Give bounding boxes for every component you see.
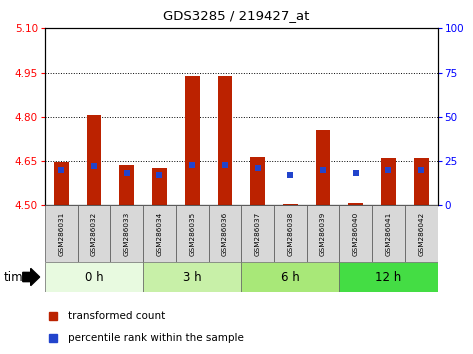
Point — [254, 165, 262, 171]
Bar — [176, 205, 209, 262]
Point — [287, 172, 294, 178]
Point — [352, 171, 359, 176]
Bar — [283, 204, 298, 205]
Point — [188, 162, 196, 167]
Bar — [315, 130, 330, 205]
Bar — [405, 205, 438, 262]
Bar — [307, 205, 340, 262]
Point — [90, 164, 98, 169]
Bar — [110, 205, 143, 262]
Point — [123, 171, 131, 176]
Bar — [381, 158, 396, 205]
Text: 3 h: 3 h — [183, 270, 201, 284]
Text: GSM286035: GSM286035 — [189, 211, 195, 256]
Text: 12 h: 12 h — [376, 270, 402, 284]
Text: GSM286032: GSM286032 — [91, 211, 97, 256]
Bar — [45, 262, 143, 292]
Bar — [45, 205, 78, 262]
Bar — [209, 205, 241, 262]
Bar — [78, 205, 110, 262]
Bar — [87, 115, 101, 205]
Text: GSM286040: GSM286040 — [353, 211, 359, 256]
Bar — [250, 157, 265, 205]
Point — [58, 167, 65, 173]
Bar — [241, 262, 340, 292]
Text: GSM286042: GSM286042 — [418, 211, 424, 256]
FancyArrow shape — [23, 268, 40, 286]
Point — [417, 167, 425, 173]
Bar — [339, 262, 438, 292]
Bar — [54, 162, 69, 205]
Bar — [119, 166, 134, 205]
Text: 0 h: 0 h — [85, 270, 103, 284]
Point — [319, 167, 327, 173]
Text: percentile rank within the sample: percentile rank within the sample — [69, 333, 245, 343]
Text: time: time — [4, 270, 31, 284]
Bar — [185, 76, 200, 205]
Text: transformed count: transformed count — [69, 311, 166, 321]
Point — [221, 162, 228, 167]
Bar — [274, 205, 307, 262]
Bar — [143, 205, 176, 262]
Text: 6 h: 6 h — [281, 270, 300, 284]
Text: GSM286037: GSM286037 — [254, 211, 261, 256]
Text: GSM286033: GSM286033 — [124, 211, 130, 256]
Text: GSM286039: GSM286039 — [320, 211, 326, 256]
Bar — [143, 262, 241, 292]
Bar — [372, 205, 405, 262]
Text: GDS3285 / 219427_at: GDS3285 / 219427_at — [163, 9, 310, 22]
Bar — [339, 205, 372, 262]
Text: GSM286036: GSM286036 — [222, 211, 228, 256]
Bar — [152, 169, 167, 205]
Text: GSM286031: GSM286031 — [58, 211, 64, 256]
Text: GSM286041: GSM286041 — [385, 211, 392, 256]
Bar — [241, 205, 274, 262]
Bar — [349, 203, 363, 205]
Text: GSM286034: GSM286034 — [157, 211, 162, 256]
Point — [385, 167, 392, 173]
Point — [156, 172, 163, 178]
Bar — [218, 76, 232, 205]
Bar — [414, 158, 429, 205]
Text: GSM286038: GSM286038 — [287, 211, 293, 256]
